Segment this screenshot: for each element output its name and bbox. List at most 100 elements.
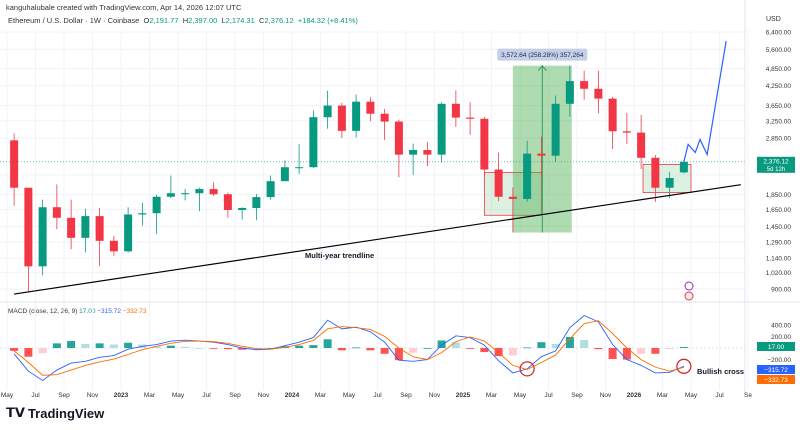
tradingview-logo-icon: 𝗧𝗩: [6, 405, 25, 420]
measure-label: 3,572.64 (258.28%) 357,264: [501, 52, 584, 59]
candle-body: [166, 193, 175, 197]
candle-body: [209, 189, 218, 195]
time-tick: Mar: [486, 392, 498, 399]
candle-body: [124, 214, 133, 252]
trendline: [14, 184, 741, 295]
price-tick: 1,140.00: [766, 256, 792, 263]
time-tick: Jul: [544, 392, 553, 399]
last-price-badge: [757, 156, 795, 173]
macd-histogram-bar: [81, 343, 90, 348]
time-tick: May: [1, 392, 14, 399]
macd-histogram-bar: [651, 348, 660, 354]
tradingview-logo[interactable]: 𝗧𝗩 TradingView: [6, 405, 104, 421]
macd-histogram-bar: [637, 348, 646, 354]
macd-histogram-bar: [437, 340, 446, 348]
macd-histogram-bar: [594, 348, 603, 350]
high-label: H: [182, 16, 189, 25]
macd-histogram-bar: [466, 348, 475, 349]
macd-hist-badge: [757, 342, 795, 352]
price-tick: 1,850.00: [766, 192, 792, 199]
candle-body: [537, 153, 546, 156]
macd-histogram-bar: [551, 343, 560, 348]
time-tick: Jul: [202, 392, 211, 399]
candle-body: [238, 208, 247, 210]
candle-body: [81, 216, 90, 238]
price-tick: 1,450.00: [766, 224, 792, 231]
trendline-label: Multi-year trendline: [305, 251, 374, 260]
time-tick: 2026: [627, 392, 642, 399]
candle-body: [337, 105, 346, 131]
time-tick: Nov: [258, 392, 270, 399]
time-tick: Jul: [31, 392, 40, 399]
macd-histogram-bar: [95, 343, 104, 348]
macd-line-value: −315.72: [97, 308, 121, 315]
time-tick: Nov: [600, 392, 612, 399]
macd-histogram-bar: [67, 341, 76, 348]
price-tick: 4,850.00: [766, 66, 792, 73]
tradingview-logo-text: TradingView: [27, 405, 105, 421]
macd-histogram-bar: [380, 348, 389, 354]
open-value: 2,191.77: [149, 16, 179, 25]
macd-histogram-bar: [622, 348, 631, 360]
candle-body: [437, 103, 446, 155]
price-tick: 900.00: [771, 287, 791, 294]
time-tick: Sep: [229, 392, 241, 399]
candle-body: [466, 117, 475, 119]
time-tick: Sep: [58, 392, 70, 399]
candle-body: [266, 181, 275, 198]
candle-body: [24, 187, 33, 267]
candle-body: [323, 105, 332, 118]
macd-histogram-bar: [166, 345, 175, 348]
macd-histogram-bar: [537, 342, 546, 348]
macd-histogram-bar: [665, 348, 674, 350]
time-tick: May: [685, 392, 698, 399]
macd-histogram-bar: [608, 348, 617, 360]
candle-body: [366, 101, 375, 114]
candle-body: [352, 101, 361, 131]
macd-histogram-bar: [679, 347, 688, 348]
bullish-cross-label: Bullish cross: [697, 367, 744, 376]
candle-body: [109, 240, 118, 252]
macd-histogram-bar: [337, 348, 346, 351]
macd-histogram-bar: [266, 348, 275, 349]
time-tick: May: [343, 392, 356, 399]
low-value: 2,174.31: [225, 16, 255, 25]
candle-body: [622, 131, 631, 133]
candle-body: [523, 153, 532, 199]
candle-body: [551, 103, 560, 156]
candle-body: [423, 150, 432, 155]
macd-histogram-bar: [10, 348, 19, 351]
time-tick: Jul: [715, 392, 724, 399]
candle-body: [138, 213, 147, 215]
price-tick: 3,250.00: [766, 118, 792, 125]
macd-histogram-bar: [565, 336, 574, 348]
price-tick: 6,400.00: [766, 30, 792, 37]
candle-body: [637, 132, 646, 158]
projection-line: [683, 41, 727, 162]
flag-event-icon: [684, 291, 694, 301]
macd-hist-value: 17.00: [79, 308, 96, 315]
macd-histogram-bar: [394, 348, 403, 361]
candle-body: [451, 103, 460, 118]
price-tick: 3,650.00: [766, 103, 792, 110]
candle-body: [608, 98, 617, 132]
macd-title[interactable]: MACD (close, 12, 26, 9): [8, 308, 78, 315]
macd-histogram-bar: [580, 339, 589, 348]
macd-signal-badge-text: −332.73: [764, 377, 788, 384]
candle-body: [580, 81, 589, 89]
bullish-cross-marker: [676, 358, 692, 374]
macd-histogram-bar: [209, 348, 218, 349]
candle-body: [10, 140, 19, 188]
time-tick: Se: [744, 392, 752, 399]
macd-histogram-bar: [323, 339, 332, 348]
candle-body: [295, 167, 304, 169]
candle-body: [480, 118, 489, 170]
chart-credit: kanguhalubale created with TradingView.c…: [6, 3, 242, 12]
symbol-name[interactable]: Ethereum / U.S. Dollar · 1W · Coinbase: [8, 16, 140, 25]
macd-hist-badge-text: 17.00: [768, 344, 785, 351]
candle-body: [52, 207, 61, 218]
macd-histogram-bar: [24, 348, 33, 357]
price-tick: 2,850.00: [766, 135, 792, 142]
time-tick: May: [172, 392, 185, 399]
